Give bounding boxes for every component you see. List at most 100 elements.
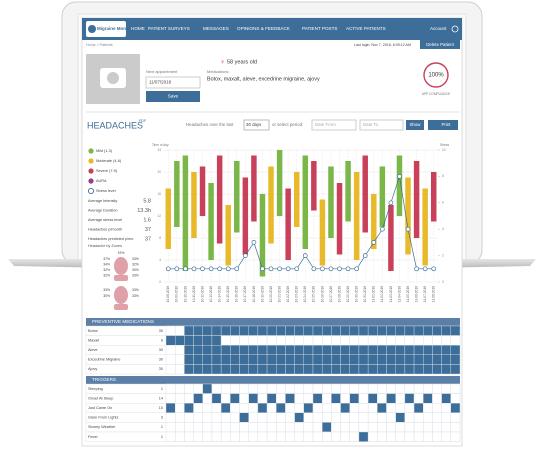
day-cell bbox=[276, 393, 286, 404]
day-cell bbox=[432, 335, 442, 346]
day-cell bbox=[340, 354, 350, 365]
date-to-input[interactable] bbox=[359, 119, 404, 131]
day-cell bbox=[377, 364, 387, 375]
day-cell bbox=[441, 335, 452, 346]
pdf-link[interactable]: PDF bbox=[139, 119, 147, 123]
day-cell bbox=[367, 403, 378, 414]
day-cell bbox=[413, 422, 424, 433]
date-from-input[interactable] bbox=[311, 119, 357, 131]
headache-bar bbox=[251, 155, 257, 222]
day-cell bbox=[450, 345, 461, 356]
stress-point bbox=[191, 266, 197, 272]
day-cell bbox=[386, 393, 396, 404]
day-cell bbox=[211, 403, 222, 414]
stress-point bbox=[345, 266, 351, 272]
appointment-date: 11/07/2018 bbox=[149, 80, 172, 85]
day-cell bbox=[220, 383, 231, 394]
day-cell bbox=[248, 422, 259, 433]
day-cell bbox=[386, 364, 396, 375]
day-cell bbox=[193, 345, 203, 356]
day-cell bbox=[367, 335, 378, 346]
stress-point bbox=[294, 266, 300, 272]
x-tick-label: 10-14-2018 bbox=[218, 286, 222, 303]
day-cell bbox=[349, 412, 360, 423]
day-cell bbox=[248, 335, 259, 346]
stress-point bbox=[311, 266, 317, 272]
breadcrumb[interactable]: Home > Patients bbox=[86, 43, 113, 47]
logo[interactable] bbox=[86, 21, 126, 37]
day-cell bbox=[432, 422, 442, 433]
nav-item[interactable]: MESSAGES bbox=[203, 26, 229, 31]
day-cell bbox=[331, 345, 341, 356]
day-cell bbox=[358, 403, 369, 414]
day-cell bbox=[404, 383, 415, 394]
save-button[interactable] bbox=[146, 91, 200, 102]
nav-item[interactable]: ACTIVE PATIENTS bbox=[346, 26, 386, 31]
day-cell bbox=[367, 431, 378, 442]
nav-item[interactable]: PATIENT POSTS bbox=[302, 26, 337, 31]
headache-bar bbox=[328, 166, 334, 238]
x-tick-label: 10-28-2018 bbox=[337, 286, 341, 303]
day-cell bbox=[220, 393, 231, 404]
day-cell bbox=[413, 354, 424, 365]
day-cell bbox=[358, 383, 369, 394]
day-cell bbox=[294, 345, 305, 356]
x-tick-label: 10-12-2018 bbox=[200, 286, 204, 303]
day-cell bbox=[266, 354, 277, 365]
print-button[interactable] bbox=[428, 120, 458, 130]
day-cell bbox=[441, 403, 452, 414]
day-cell bbox=[358, 364, 369, 375]
stress-point bbox=[251, 240, 257, 245]
day-cell bbox=[358, 325, 369, 336]
stress-point bbox=[379, 226, 385, 232]
day-cell bbox=[174, 383, 185, 394]
save-label: Save bbox=[168, 94, 179, 99]
delete-button[interactable] bbox=[420, 40, 460, 49]
delete-button-label: Delete Patient bbox=[426, 42, 454, 47]
nav-item[interactable]: PATIENT SURVEYS bbox=[148, 26, 190, 31]
show-button[interactable] bbox=[406, 120, 424, 130]
day-cell bbox=[423, 383, 433, 394]
stress-point bbox=[277, 266, 282, 272]
x-tick-label: 10-20-2018 bbox=[269, 286, 273, 303]
day-cell bbox=[340, 335, 350, 346]
account[interactable]: Account bbox=[430, 26, 447, 31]
day-cell bbox=[331, 354, 341, 365]
day-cell bbox=[239, 393, 249, 404]
day-cell bbox=[450, 325, 461, 336]
stress-point bbox=[431, 266, 437, 272]
stress-point bbox=[414, 266, 419, 272]
stress-point bbox=[405, 226, 411, 232]
logout-icon[interactable] bbox=[451, 25, 459, 33]
x-tick-label: 10-19-2018 bbox=[260, 286, 264, 303]
table-title: TRIGGERS bbox=[92, 377, 116, 382]
nav-item[interactable]: OPINIONS & FEEDBACK bbox=[237, 26, 291, 31]
stress-point bbox=[242, 253, 248, 258]
nav-item[interactable]: HOME bbox=[131, 26, 145, 31]
day-cell bbox=[331, 383, 341, 394]
day-cell bbox=[184, 431, 194, 442]
legend-label: Severe (7-9) bbox=[96, 169, 118, 173]
show-label: Show bbox=[410, 122, 422, 127]
legend-swatch bbox=[88, 158, 94, 164]
day-cell bbox=[257, 412, 268, 423]
head-back bbox=[114, 286, 128, 304]
zone-value: 30% bbox=[132, 268, 139, 272]
row-count: 10 bbox=[159, 406, 163, 410]
day-cell bbox=[404, 354, 415, 365]
table-header bbox=[86, 376, 460, 384]
row-count: 3 bbox=[161, 416, 163, 420]
day-cell bbox=[404, 364, 415, 375]
period-select[interactable] bbox=[243, 119, 270, 131]
day-cell bbox=[184, 325, 194, 336]
day-cell bbox=[294, 431, 305, 442]
day-cell bbox=[377, 422, 387, 433]
appointment-input[interactable] bbox=[145, 76, 201, 89]
day-cell bbox=[340, 431, 350, 442]
x-tick-label: 10-27-2018 bbox=[329, 286, 333, 303]
headache-bar bbox=[208, 183, 214, 260]
day-cell bbox=[349, 393, 360, 404]
x-tick-label: 11-08-2018 bbox=[432, 286, 436, 302]
day-cell bbox=[202, 345, 213, 356]
day-cell bbox=[174, 403, 185, 414]
